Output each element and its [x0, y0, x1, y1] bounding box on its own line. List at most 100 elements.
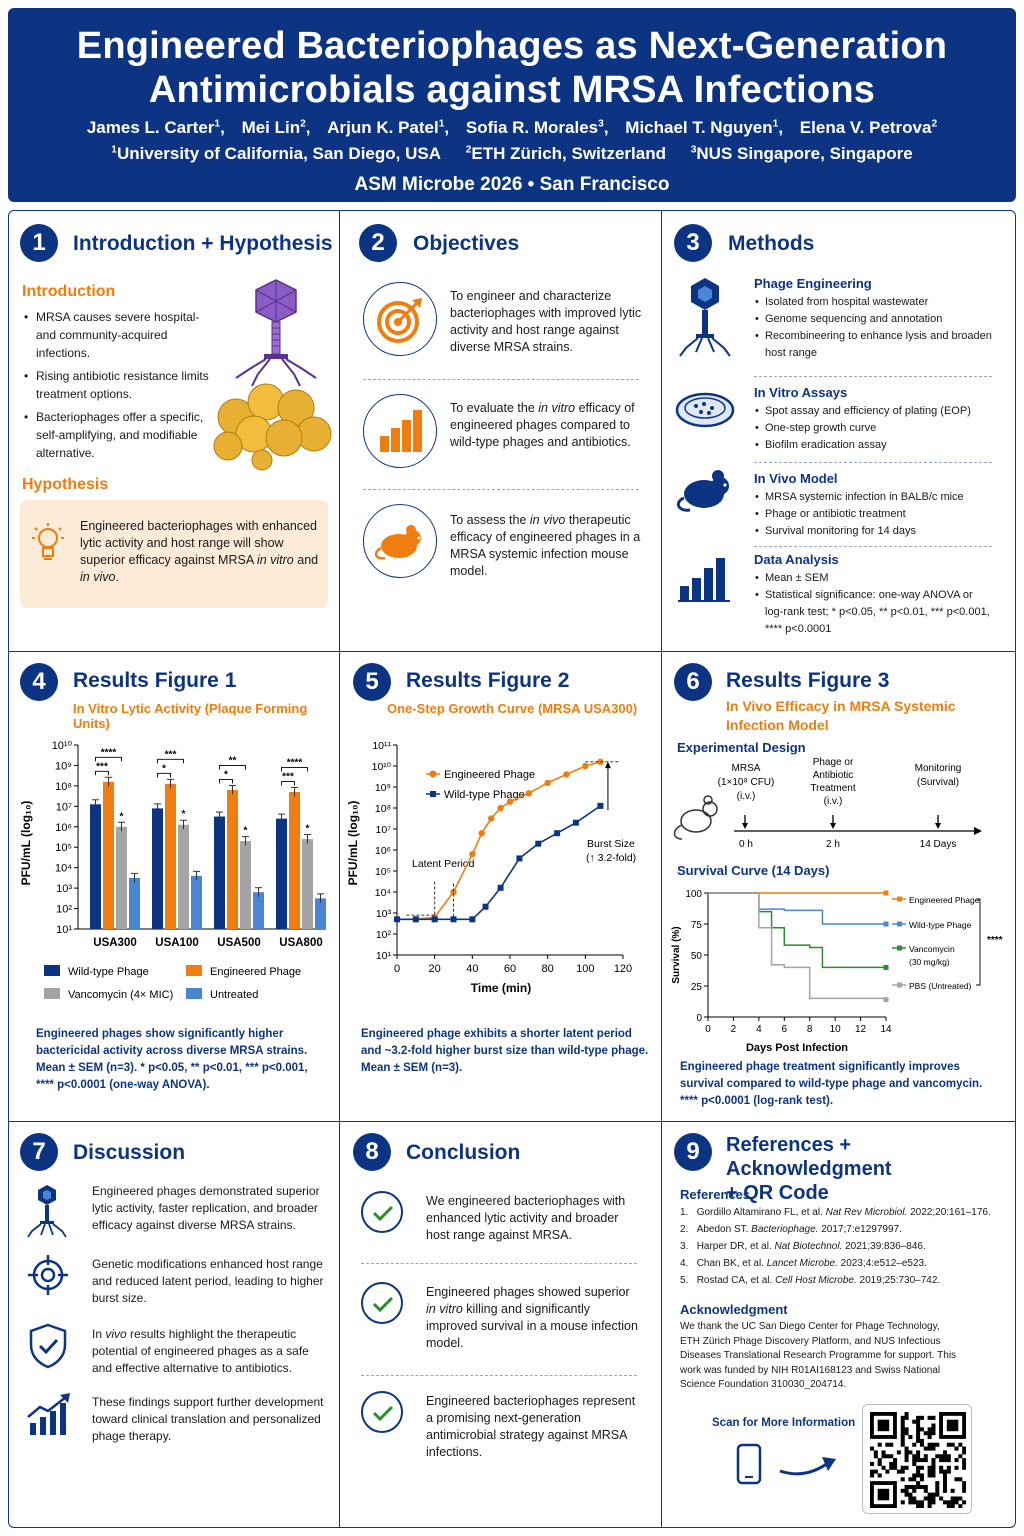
- check-icon: [372, 1205, 394, 1222]
- qr-module: [923, 1496, 928, 1501]
- mouse-icon-frame: [363, 504, 437, 578]
- y-tick-label: 0: [696, 1013, 702, 1024]
- qr-module: [904, 1488, 909, 1493]
- y-tick-label: 10³: [376, 908, 392, 920]
- growth-chart-icon: [27, 1393, 70, 1435]
- y-tick-label: 10¹⁰: [372, 761, 392, 773]
- data-point: [572, 819, 579, 826]
- qr-module: [950, 1496, 955, 1501]
- burst-arrowhead: [604, 761, 611, 769]
- qr-module: [927, 1504, 932, 1508]
- qr-module: [942, 1450, 947, 1455]
- list-item: Genome sequencing and annotation: [754, 311, 994, 328]
- y-tick-label: 10⁴: [55, 863, 72, 875]
- section-title: Results Figure 2: [406, 669, 570, 692]
- methods-list: Mean ± SEM Statistical significance: one…: [754, 570, 994, 638]
- data-point: [597, 802, 604, 809]
- qr-code-frame[interactable]: [862, 1404, 972, 1514]
- figure-subtitle: In Vivo Efficacy in MRSA Systemic Infect…: [726, 698, 956, 733]
- growth-curve-chart: PFU/mL (log₁₀) Time (min) Engineered Pha…: [346, 740, 636, 995]
- qr-module: [904, 1431, 909, 1436]
- y-axis-label: PFU/mL (log₁₀): [19, 801, 33, 886]
- qr-module: [927, 1442, 932, 1447]
- significance-label: *: [120, 811, 124, 822]
- qr-module: [958, 1496, 963, 1501]
- qr-module: [900, 1423, 905, 1428]
- data-point: [394, 916, 400, 923]
- qr-module: [912, 1477, 917, 1482]
- data-point: [482, 903, 489, 910]
- divider: [9, 1121, 1015, 1122]
- qr-module: [939, 1465, 944, 1470]
- qr-module: [942, 1454, 947, 1459]
- qr-module: [900, 1442, 905, 1447]
- data-point: [450, 888, 457, 896]
- section-number: 6: [674, 663, 712, 701]
- significance-bracket: [95, 756, 122, 762]
- list-item: Spot assay and efficiency of plating (EO…: [754, 403, 994, 420]
- bar: [191, 875, 202, 929]
- qr-module: [950, 1500, 955, 1505]
- data-point: [535, 840, 542, 847]
- y-tick-label: 10⁹: [55, 760, 72, 772]
- divider: [9, 651, 1015, 652]
- survival-step-line: [708, 892, 887, 1000]
- qr-module: [954, 1446, 959, 1451]
- qr-code[interactable]: [870, 1412, 966, 1508]
- section-number: 7: [20, 1133, 58, 1171]
- y-tick-label: 100: [685, 889, 702, 900]
- qr-module: [908, 1500, 913, 1505]
- x-tick-label: 0: [705, 1024, 711, 1035]
- significance-label: ****: [101, 747, 117, 758]
- data-point: [563, 771, 570, 778]
- qr-module: [931, 1442, 936, 1447]
- qr-module: [893, 1461, 898, 1466]
- methods-heading: Phage Engineering: [754, 276, 872, 291]
- qr-module: [954, 1496, 959, 1501]
- legend-entry: PBS (Untreated): [909, 981, 972, 991]
- qr-module: [927, 1465, 932, 1470]
- check-circle-icon: [361, 1282, 403, 1324]
- phage-icon: [27, 1185, 67, 1238]
- list-item: Rising antibiotic resistance limits trea…: [22, 367, 222, 403]
- qr-module: [885, 1454, 890, 1459]
- qr-module: [942, 1458, 947, 1463]
- qr-module: [931, 1492, 936, 1497]
- qr-module: [927, 1492, 932, 1497]
- svg-text:(i.v.): (i.v.): [737, 791, 756, 802]
- qr-module: [912, 1419, 917, 1424]
- qr-module: [916, 1481, 921, 1486]
- poster-header: Engineered Bacteriophages as Next-Genera…: [8, 8, 1016, 202]
- data-point: [469, 851, 476, 858]
- qr-module: [900, 1465, 905, 1470]
- qr-module: [916, 1431, 921, 1436]
- svg-text:Antibiotic: Antibiotic: [813, 770, 854, 781]
- bar: [253, 892, 264, 929]
- scan-label: Scan for More Information: [712, 1417, 856, 1429]
- qr-module: [935, 1492, 940, 1497]
- qr-module: [958, 1504, 963, 1508]
- qr-module: [912, 1488, 917, 1493]
- qr-module: [916, 1469, 921, 1474]
- qr-module: [946, 1469, 951, 1474]
- qr-module: [931, 1465, 936, 1470]
- annotation-burst: Burst Size: [587, 838, 635, 850]
- qr-module: [927, 1435, 932, 1440]
- list-item: Biofilm eradication assay: [754, 437, 994, 454]
- author: Sofia R. Morales3,: [465, 118, 609, 137]
- qr-module: [931, 1500, 936, 1505]
- qr-module: [931, 1461, 936, 1466]
- qr-module: [931, 1446, 936, 1451]
- qr-module: [908, 1450, 913, 1455]
- x-tick-label: 6: [782, 1024, 788, 1035]
- figure-subtitle: In Vitro Lytic Activity (Plaque Forming …: [73, 701, 308, 731]
- x-tick-label: 20: [429, 963, 441, 975]
- qr-module: [870, 1446, 875, 1451]
- data-point: [450, 916, 457, 923]
- qr-module: [923, 1458, 928, 1463]
- reference-item: 4. Chan BK, et al. Lancet Microbe. 2023;…: [680, 1258, 927, 1269]
- x-tick-label: 0: [394, 963, 400, 975]
- y-tick-label: 75: [691, 920, 703, 931]
- bar: [129, 877, 140, 929]
- methods-list: Spot assay and efficiency of plating (EO…: [754, 403, 994, 454]
